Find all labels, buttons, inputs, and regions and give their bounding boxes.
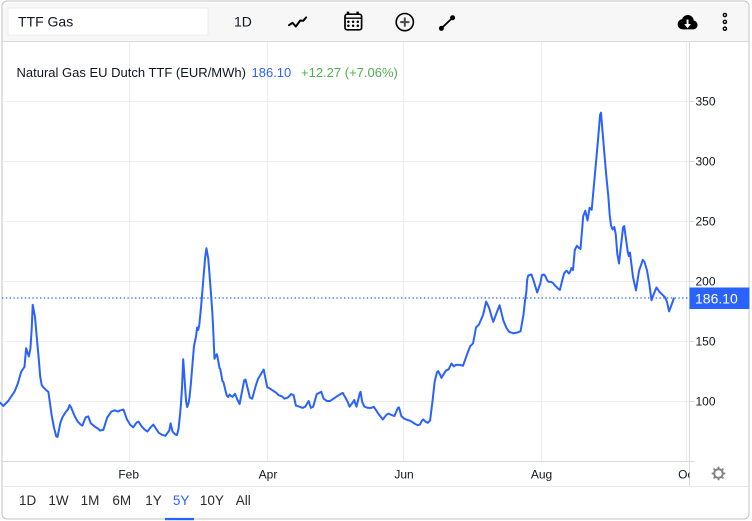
svg-text:Feb: Feb [118,468,139,482]
svg-text:1Y: 1Y [145,493,162,508]
svg-text:200: 200 [696,275,716,289]
svg-text:10Y: 10Y [200,493,224,508]
svg-text:300: 300 [696,155,716,169]
svg-text:Apr: Apr [259,468,278,482]
svg-text:1D: 1D [234,14,252,30]
svg-text:Jun: Jun [394,468,413,482]
svg-text:350: 350 [696,95,716,109]
svg-text:All: All [236,493,251,508]
svg-text:100: 100 [696,395,716,409]
svg-text:Oct: Oct [678,468,697,482]
svg-text:150: 150 [696,335,716,349]
svg-text:186.10: 186.10 [252,65,292,80]
svg-text:TTF Gas: TTF Gas [18,14,73,30]
svg-text:5Y: 5Y [173,493,190,508]
svg-text:Aug: Aug [531,468,552,482]
svg-text:186.10: 186.10 [695,290,738,306]
svg-text:6M: 6M [112,493,131,508]
svg-text:+12.27 (+7.06%): +12.27 (+7.06%) [301,65,398,80]
svg-text:1W: 1W [48,493,69,508]
svg-text:250: 250 [696,215,716,229]
svg-text:1D: 1D [19,493,37,508]
svg-text:Natural Gas EU Dutch TTF (EUR/: Natural Gas EU Dutch TTF (EUR/MWh) [17,65,246,80]
svg-text:1M: 1M [81,493,100,508]
